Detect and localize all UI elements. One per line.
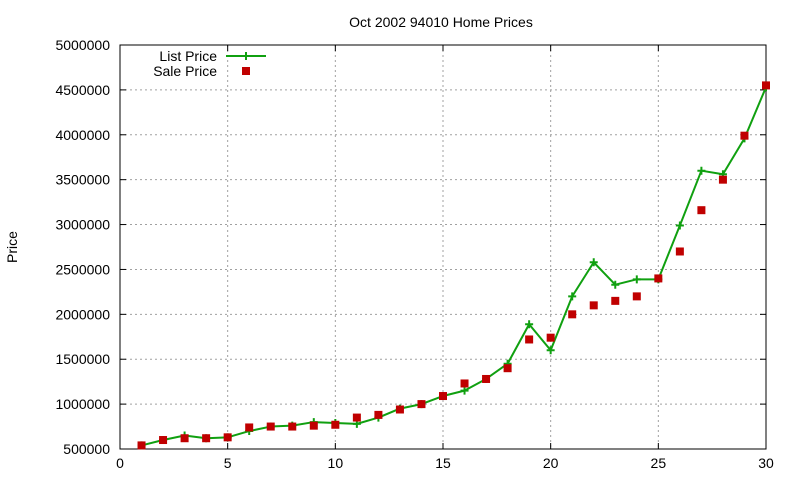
y-tick-label: 3000000 [55, 217, 110, 233]
sale-price-series [137, 81, 770, 450]
sale-price-point [697, 206, 706, 215]
sale-price-point [525, 335, 534, 344]
chart-title: Oct 2002 94010 Home Prices [349, 14, 533, 30]
sale-price-point [374, 410, 383, 419]
x-tick-label: 20 [543, 455, 559, 471]
sale-price-point [568, 310, 577, 319]
list-price-point [460, 386, 469, 395]
list-price-point [632, 275, 641, 284]
list-price-point [546, 346, 555, 355]
list-price-line [141, 86, 767, 447]
sale-price-point [460, 379, 469, 388]
sale-price-point [675, 247, 684, 256]
sale-price-point [503, 364, 512, 373]
y-axis-label: Price [4, 231, 20, 263]
sale-price-point [309, 421, 318, 430]
sale-price-point [482, 374, 491, 383]
sale-price-point [288, 422, 297, 431]
axis-ticks: 0 5 10 15 20 25 30 500000 1000000 1500000 2000000 2… [55, 37, 774, 471]
x-tick-label: 10 [328, 455, 344, 471]
x-tick-label: 0 [116, 455, 124, 471]
y-tick-label: 1000000 [55, 396, 110, 412]
grid-lines [120, 45, 766, 449]
x-tick-label: 15 [435, 455, 451, 471]
list-price-point [675, 221, 684, 230]
list-price-point [697, 166, 706, 175]
sale-price-point [245, 423, 254, 432]
legend-list-price-marker [242, 52, 250, 60]
sale-price-point [589, 301, 598, 310]
sale-price-point [331, 420, 340, 429]
y-tick-label: 500000 [63, 441, 110, 457]
y-tick-label: 4000000 [55, 127, 110, 143]
list-price-point [568, 292, 577, 301]
x-tick-label: 5 [224, 455, 232, 471]
y-tick-label: 2500000 [55, 261, 110, 277]
y-tick-label: 1500000 [55, 351, 110, 367]
sale-price-point [417, 400, 426, 409]
sale-price-point [395, 405, 404, 414]
y-tick-label: 5000000 [55, 37, 110, 53]
sale-price-point [266, 422, 275, 431]
y-tick-label: 4500000 [55, 82, 110, 98]
sale-price-point [632, 292, 641, 301]
legend-sale-price-marker [242, 67, 250, 75]
list-price-point [525, 320, 534, 329]
legend-label: List Price [159, 48, 217, 64]
sale-price-point [159, 436, 168, 445]
sale-price-point [137, 441, 146, 450]
sale-price-point [223, 433, 232, 442]
sale-price-point [654, 274, 663, 283]
sale-price-point [180, 434, 189, 443]
list-price-series [137, 83, 770, 450]
sale-price-point [546, 333, 555, 342]
sale-price-point [718, 175, 727, 184]
sale-price-point [611, 296, 620, 305]
sale-price-point [740, 131, 749, 140]
y-tick-label: 3500000 [55, 172, 110, 188]
list-price-point [611, 280, 620, 289]
sale-price-point [762, 81, 770, 90]
list-price-point [589, 258, 598, 267]
x-tick-label: 25 [651, 455, 667, 471]
y-tick-label: 2000000 [55, 306, 110, 322]
sale-price-point [439, 392, 447, 401]
x-tick-label: 30 [758, 455, 774, 471]
legend-label: Sale Price [153, 63, 217, 79]
data-series [137, 81, 770, 450]
sale-price-point [202, 434, 211, 443]
sale-price-point [352, 413, 361, 422]
